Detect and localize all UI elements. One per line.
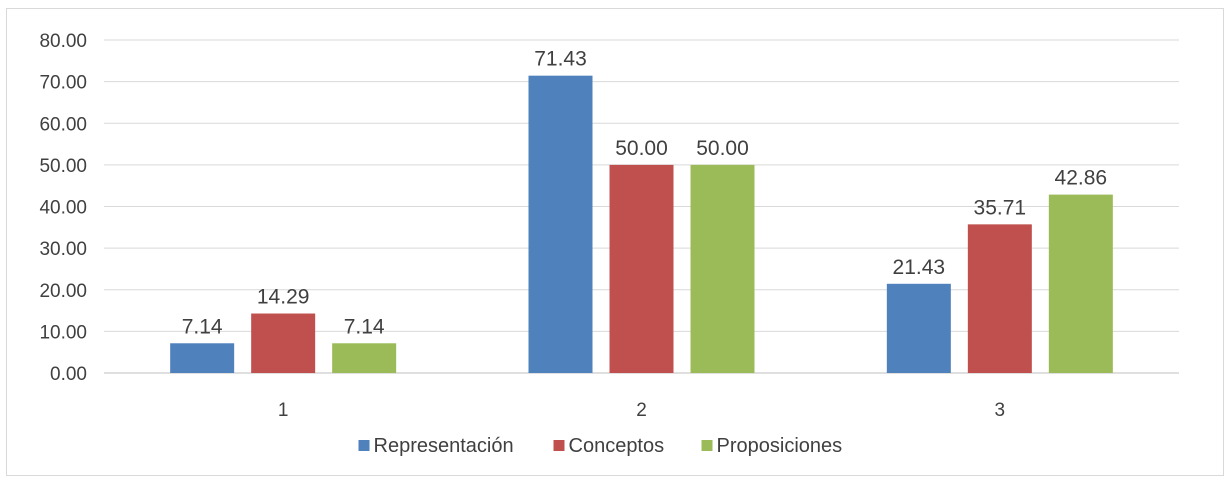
y-tick-label: 80.00: [39, 31, 87, 52]
y-tick-label: 70.00: [39, 73, 87, 94]
legend-label-conceptos: Conceptos: [569, 435, 665, 457]
y-tick-label: 10.00: [39, 322, 87, 343]
data-label: 50.00: [615, 137, 668, 160]
bar-proposiciones-1: [332, 343, 397, 373]
y-tick-label: 30.00: [39, 239, 87, 260]
bar-conceptos-3: [967, 224, 1032, 373]
x-axis-ticks: 1 2 3: [278, 400, 1005, 421]
data-label: 7.14: [182, 315, 223, 338]
bar-representación-2: [528, 75, 593, 374]
data-label: 14.29: [257, 286, 310, 309]
bar-representación-1: [170, 343, 235, 373]
x-tick-label: 3: [995, 400, 1006, 421]
legend-swatch-conceptos: [553, 440, 565, 451]
y-tick-label: 20.00: [39, 281, 87, 302]
y-tick-label: 0.00: [50, 364, 87, 385]
data-label: 21.43: [893, 256, 946, 279]
legend-label-proposiciones: Proposiciones: [717, 435, 843, 457]
x-tick-label: 2: [636, 400, 647, 421]
bar-conceptos-2: [609, 164, 674, 373]
bar-proposiciones-3: [1048, 194, 1113, 373]
bar-representación-3: [886, 283, 951, 373]
data-label: 71.43: [534, 48, 587, 71]
data-label: 42.86: [1055, 167, 1108, 190]
bar-conceptos-1: [251, 313, 316, 373]
x-tick-label: 1: [278, 400, 289, 421]
legend-label-representación: Representación: [374, 435, 514, 457]
y-tick-label: 60.00: [39, 114, 87, 135]
y-tick-label: 40.00: [39, 198, 87, 219]
data-labels: 7.14 14.29 7.14 71.43 50.00 50.00 21.43 35.71 42…: [182, 48, 1107, 339]
data-label: 50.00: [696, 137, 749, 160]
y-tick-label: 50.00: [39, 156, 87, 177]
y-axis-ticks: 0.00 10.00 20.00 30.00 40.00 50.00 60.00 70.00 8…: [39, 31, 87, 385]
bars: [170, 75, 1113, 374]
data-label: 35.71: [974, 196, 1027, 219]
data-label: 7.14: [344, 315, 385, 338]
legend: Representación Conceptos Proposiciones: [358, 435, 843, 457]
legend-swatch-proposiciones: [701, 440, 713, 451]
legend-swatch-representación: [358, 440, 370, 451]
bar-proposiciones-2: [690, 164, 755, 373]
